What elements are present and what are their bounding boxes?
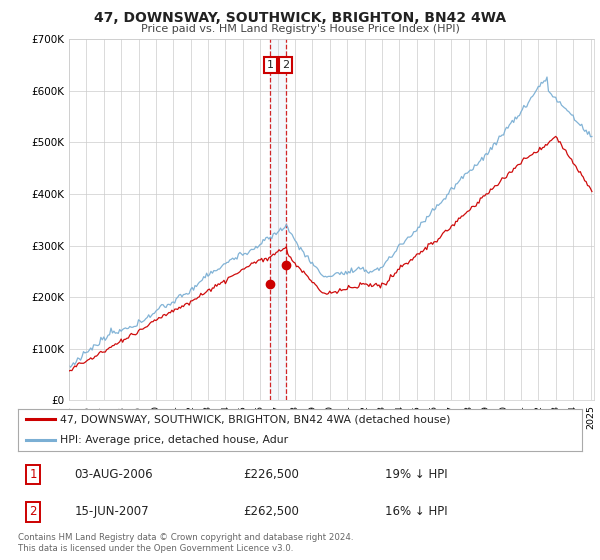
Text: £226,500: £226,500 [244,468,299,481]
Text: 1: 1 [29,468,37,481]
Text: 47, DOWNSWAY, SOUTHWICK, BRIGHTON, BN42 4WA (detached house): 47, DOWNSWAY, SOUTHWICK, BRIGHTON, BN42 … [60,414,451,424]
Text: 03-AUG-2006: 03-AUG-2006 [74,468,153,481]
Text: Price paid vs. HM Land Registry's House Price Index (HPI): Price paid vs. HM Land Registry's House … [140,24,460,34]
Text: 19% ↓ HPI: 19% ↓ HPI [385,468,447,481]
Text: 16% ↓ HPI: 16% ↓ HPI [385,505,447,518]
Text: 47, DOWNSWAY, SOUTHWICK, BRIGHTON, BN42 4WA: 47, DOWNSWAY, SOUTHWICK, BRIGHTON, BN42 … [94,11,506,25]
Text: 2: 2 [282,60,289,70]
Bar [271,39,286,400]
Text: 1: 1 [267,60,274,70]
Text: HPI: Average price, detached house, Adur: HPI: Average price, detached house, Adur [60,435,289,445]
Text: £262,500: £262,500 [244,505,299,518]
Text: 2: 2 [29,505,37,518]
Text: Contains HM Land Registry data © Crown copyright and database right 2024.
This d: Contains HM Land Registry data © Crown c… [18,533,353,553]
Text: 15-JUN-2007: 15-JUN-2007 [74,505,149,518]
